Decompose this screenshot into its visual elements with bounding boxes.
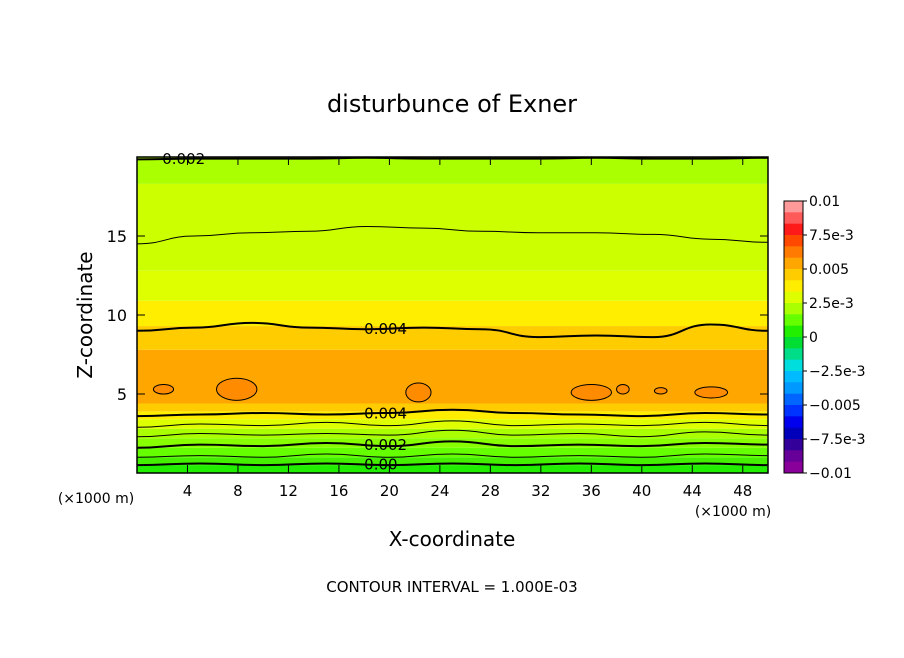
band-13 — [137, 157, 768, 184]
band-2 — [137, 447, 768, 458]
colorbar-swatch-2 — [784, 223, 803, 236]
colorbar-swatch-16 — [784, 382, 803, 395]
colorbar-swatch-22 — [784, 450, 803, 463]
contour-line-5 — [137, 408, 768, 418]
x-tick-label-4: 20 — [380, 482, 399, 500]
cell-3 — [570, 384, 613, 401]
colorbar-label-6: −0.005 — [809, 398, 861, 414]
contour-interval-note: CONTOUR INTERVAL = 1.000E-03 — [326, 578, 577, 596]
contour-line-7 — [137, 225, 768, 245]
colorbar-swatch-3 — [784, 235, 803, 247]
colorbar-swatch-11 — [784, 325, 803, 338]
band-12 — [137, 183, 768, 271]
band-11 — [137, 270, 768, 301]
band-4 — [137, 428, 768, 439]
colorbar-swatch-13 — [784, 348, 803, 361]
colorbar-swatch-9 — [784, 303, 803, 315]
band-6 — [137, 411, 768, 420]
x-tick-label-7: 32 — [531, 482, 550, 500]
band-3 — [137, 438, 768, 448]
colorbar-label-7: −7.5e-3 — [809, 432, 866, 448]
colorbar-labels: 0.01 7.5e-3 0.005 2.5e-3 0 −2.5e-3 −0.005 −7.5e… — [803, 194, 866, 482]
x-tick-label-2: 12 — [279, 482, 298, 500]
x-tick-label-0: 4 — [183, 482, 193, 500]
band-0 — [137, 465, 768, 473]
colorbar-label-8: −0.01 — [809, 466, 852, 482]
colorbar-swatch-17 — [784, 393, 803, 406]
x-tick-label-10: 44 — [683, 482, 702, 500]
cell-4 — [616, 384, 630, 395]
contour-label-8: 0.002 — [162, 150, 205, 168]
colorbar-swatch-23 — [784, 461, 803, 474]
colorbar-swatch-20 — [784, 427, 803, 440]
band-10 — [137, 300, 768, 327]
x-axis-ticks: 4 8 12 16 20 24 28 32 36 40 44 48 — [183, 157, 752, 500]
x-tick-label-11: 48 — [733, 482, 752, 500]
contour-line-0 — [137, 462, 768, 467]
cell-5 — [653, 387, 668, 395]
colorbar-swatch-7 — [784, 280, 803, 293]
contour-label-6: 0.004 — [364, 320, 407, 338]
colorbar-swatch-5 — [784, 257, 803, 270]
x-tick-label-1: 8 — [233, 482, 243, 500]
contour-label-2: 0.002 — [364, 436, 407, 454]
contour-label-5: 0.004 — [364, 405, 407, 423]
x-unit-left: (×1000 m) — [58, 491, 134, 507]
y-tick-label-2: 15 — [107, 227, 127, 246]
colorbar-swatch-8 — [784, 291, 803, 304]
colorbar-label-4: 0 — [809, 330, 818, 346]
colorbar-label-3: 2.5e-3 — [809, 296, 854, 312]
colorbar-swatch-14 — [784, 359, 803, 372]
colorbar-swatch-1 — [784, 212, 803, 225]
plot-fill — [137, 157, 768, 473]
x-tick-label-9: 40 — [632, 482, 651, 500]
cell-0 — [152, 384, 175, 395]
contour-line-4 — [137, 420, 768, 428]
x-tick-label-5: 24 — [430, 482, 449, 500]
band-1 — [137, 457, 768, 466]
plot-cells — [152, 377, 729, 403]
contour-line-2 — [137, 440, 768, 449]
contour-label-0: 0.00 — [364, 455, 397, 473]
contour-line-8 — [137, 157, 768, 161]
colorbar-swatch-15 — [784, 371, 803, 383]
y-tick-label-0: 5 — [117, 385, 127, 404]
y-tick-label-1: 10 — [107, 306, 127, 325]
colorbar-swatch-21 — [784, 439, 803, 451]
colorbar-swatch-4 — [784, 246, 803, 259]
colorbar-label-2: 0.005 — [809, 262, 849, 278]
colorbar-swatch-12 — [784, 337, 803, 349]
colorbar-swatch-19 — [784, 416, 803, 429]
x-tick-label-6: 28 — [481, 482, 500, 500]
x-tick-label-3: 16 — [329, 482, 348, 500]
y-axis-label: Z-coordinate — [73, 251, 97, 378]
cell-2 — [405, 382, 432, 403]
contour-line-3 — [137, 429, 768, 438]
band-9 — [137, 326, 768, 350]
colorbar-swatch-6 — [784, 269, 803, 281]
band-5 — [137, 419, 768, 429]
y-axis-ticks: 5 10 15 — [107, 227, 768, 404]
colorbar-label-0: 0.01 — [809, 194, 840, 210]
cell-1 — [216, 377, 258, 401]
colorbar-swatch-0 — [784, 201, 803, 213]
colorbar-label-5: −2.5e-3 — [809, 364, 866, 380]
contour-line-1 — [137, 453, 768, 458]
colorbar-swatch-10 — [784, 314, 803, 327]
cell-6 — [694, 386, 729, 399]
band-7 — [137, 403, 768, 412]
chart-title: disturbunce of Exner — [327, 90, 577, 118]
colorbar-swatch-18 — [784, 405, 803, 417]
plot-contours — [137, 157, 768, 467]
contour-line-6 — [137, 321, 768, 339]
colorbar-label-1: 7.5e-3 — [809, 228, 854, 244]
x-unit-right: (×1000 m) — [695, 504, 771, 520]
x-axis-label: X-coordinate — [389, 527, 516, 551]
colorbar — [783, 200, 804, 474]
x-tick-label-8: 36 — [582, 482, 601, 500]
